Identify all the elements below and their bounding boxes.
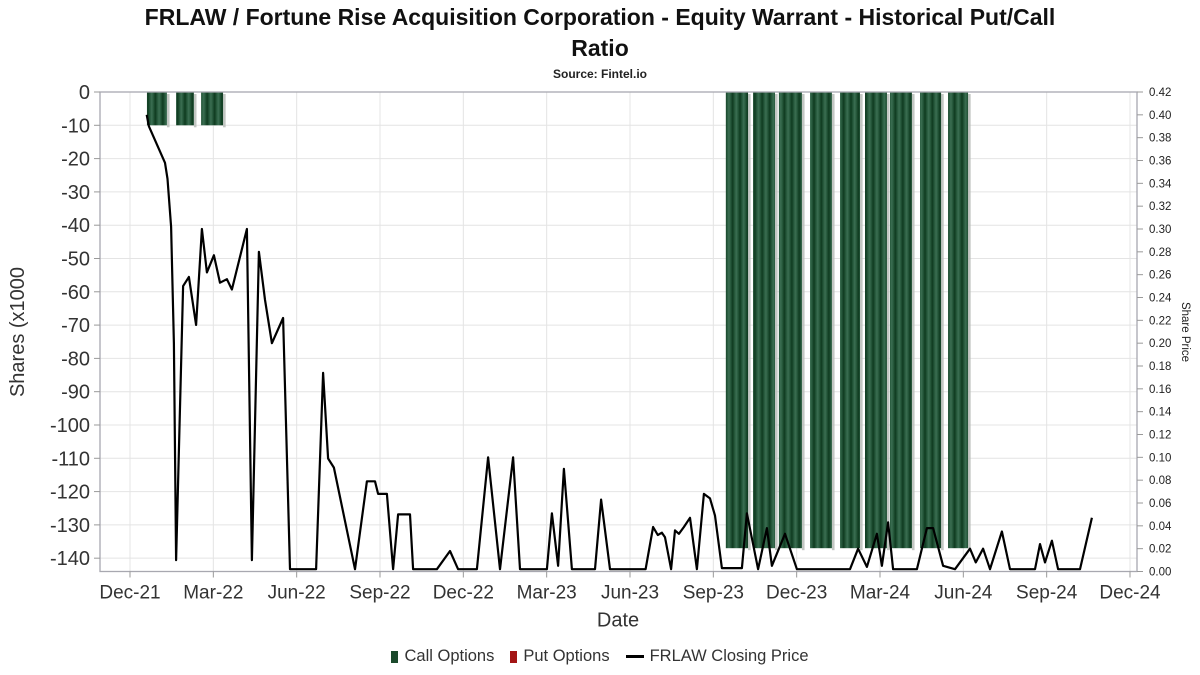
chart-source: Source: Fintel.io [552,67,647,81]
bar-shadow [166,94,170,128]
page-title-line2: Ratio [571,35,629,61]
right-axis-tick-label: 0.30 [1149,224,1171,236]
right-axis-tick-label: 0.00 [1149,567,1171,579]
closing-price-line-icon [625,655,644,658]
call-bar[interactable] [201,92,224,126]
call-bar[interactable] [176,92,194,126]
call-bar[interactable] [840,92,860,549]
right-axis-tick-label: 0.16 [1149,384,1171,396]
right-axis-tick-label: 0.04 [1149,521,1172,533]
legend-item-put-options[interactable]: Put Options [510,647,610,666]
x-axis-tick-label: Jun-22 [268,583,326,604]
left-axis-tick-label: -40 [61,215,90,237]
right-axis-tick-label: 0.18 [1149,361,1171,373]
call-bar[interactable] [810,92,832,549]
legend-item-closing-price[interactable]: FRLAW Closing Price [625,647,809,666]
left-axis-tick-label: -20 [61,149,90,171]
call-bar[interactable] [865,92,887,549]
right-axis-tick-label: 0.22 [1149,315,1171,327]
left-axis-tick-label: -70 [61,315,90,337]
right-axis-tick-label: 0.06 [1149,498,1171,510]
left-axis-title: Shares (x1000 [7,267,29,397]
x-axis-tick-label: Mar-24 [850,583,911,604]
x-axis-tick-label: Sep-23 [683,583,744,604]
bar-shadow [775,94,778,551]
left-axis-tick-label: -100 [50,415,90,437]
call-bar[interactable] [890,92,912,549]
call-bar[interactable] [778,92,802,549]
call-bar[interactable] [146,92,167,126]
right-axis-tick-label: 0.36 [1149,156,1171,168]
legend-item-call-options[interactable]: Call Options [391,647,494,666]
bar-shadow [911,94,915,551]
bar-shadow [968,94,971,551]
legend-label-closing-price: FRLAW Closing Price [649,647,809,665]
x-axis-tick-label: Dec-21 [99,583,160,604]
left-axis-tick-label: -130 [50,515,90,537]
right-axis-tick-label: 0.12 [1149,430,1171,442]
left-axis-tick-label: -50 [61,248,90,270]
right-axis-tick-label: 0.10 [1149,452,1171,464]
left-axis-tick-label: -110 [51,448,90,470]
x-axis-tick-label: Sep-24 [1016,583,1078,604]
plot-border [99,91,1138,573]
page-title-line1: FRLAW / Fortune Rise Acquisition Corpora… [144,4,1056,30]
right-axis-tick-label: 0.20 [1149,338,1171,350]
left-axis-tick-label: -10 [61,115,90,137]
x-axis-tick-label: Mar-22 [183,583,243,604]
right-axis-tick-label: 0.02 [1149,544,1171,556]
put-options-swatch-icon [510,650,518,663]
x-axis-tick-label: Jun-23 [601,583,659,604]
legend-label-call-options: Call Options [404,647,495,665]
left-axis-tick-label: -30 [61,182,90,204]
left-axis-tick-label: -80 [61,348,90,370]
call-bar[interactable] [948,92,969,549]
left-axis-tick-label: -120 [50,482,90,504]
bar-shadow [831,94,835,551]
closing-price-line[interactable] [145,114,1093,571]
right-axis-tick-label: 0.34 [1149,178,1172,190]
left-axis-tick-label: -140 [50,548,90,570]
left-axis-tick-label: -60 [61,282,90,304]
x-axis-tick-label: Dec-23 [766,583,827,604]
call-bar[interactable] [920,92,942,549]
call-options-swatch-icon [391,650,399,663]
x-axis-title: Date [597,610,639,632]
bar-shadow [886,94,890,551]
bar-shadow [941,94,944,551]
right-axis-title: Share Price [1179,302,1191,362]
bar-shadow [223,94,226,128]
call-bar[interactable] [725,92,749,549]
left-axis-tick-label: -90 [61,382,90,404]
x-axis-tick-label: Mar-23 [517,583,577,604]
x-axis-tick-label: Sep-22 [349,583,410,604]
bar-shadow [748,94,751,551]
right-axis-tick-label: 0.26 [1149,270,1171,282]
bar-shadow [860,94,863,551]
right-axis-tick-label: 0.38 [1149,133,1171,145]
x-axis-tick-label: Jun-24 [934,583,993,604]
right-axis-tick-label: 0.14 [1149,407,1172,419]
right-axis-tick-label: 0.08 [1149,475,1171,487]
chart-legend: Call Options Put Options FRLAW Closing P… [0,647,1200,666]
call-bar[interactable] [753,92,775,549]
right-axis-tick-label: 0.42 [1149,87,1171,99]
legend-label-put-options: Put Options [523,647,610,665]
bar-shadow [193,94,197,128]
right-axis-tick-label: 0.24 [1149,293,1172,305]
page-title: FRLAW / Fortune Rise Acquisition Corpora… [20,2,1180,64]
right-axis-tick-label: 0.28 [1149,247,1171,259]
x-axis-tick-label: Dec-22 [433,583,494,604]
bar-shadow [801,94,805,551]
plot-area: 0 -10 -20 -30 -40 -50 -60 -70 -80 -90 -100 -110 -120… [7,82,1191,632]
right-axis-tick-label: 0.40 [1149,110,1171,122]
right-axis-tick-label: 0.32 [1149,201,1171,213]
left-axis-tick-label: 0 [79,82,90,104]
x-axis-tick-label: Dec-24 [1099,583,1161,604]
